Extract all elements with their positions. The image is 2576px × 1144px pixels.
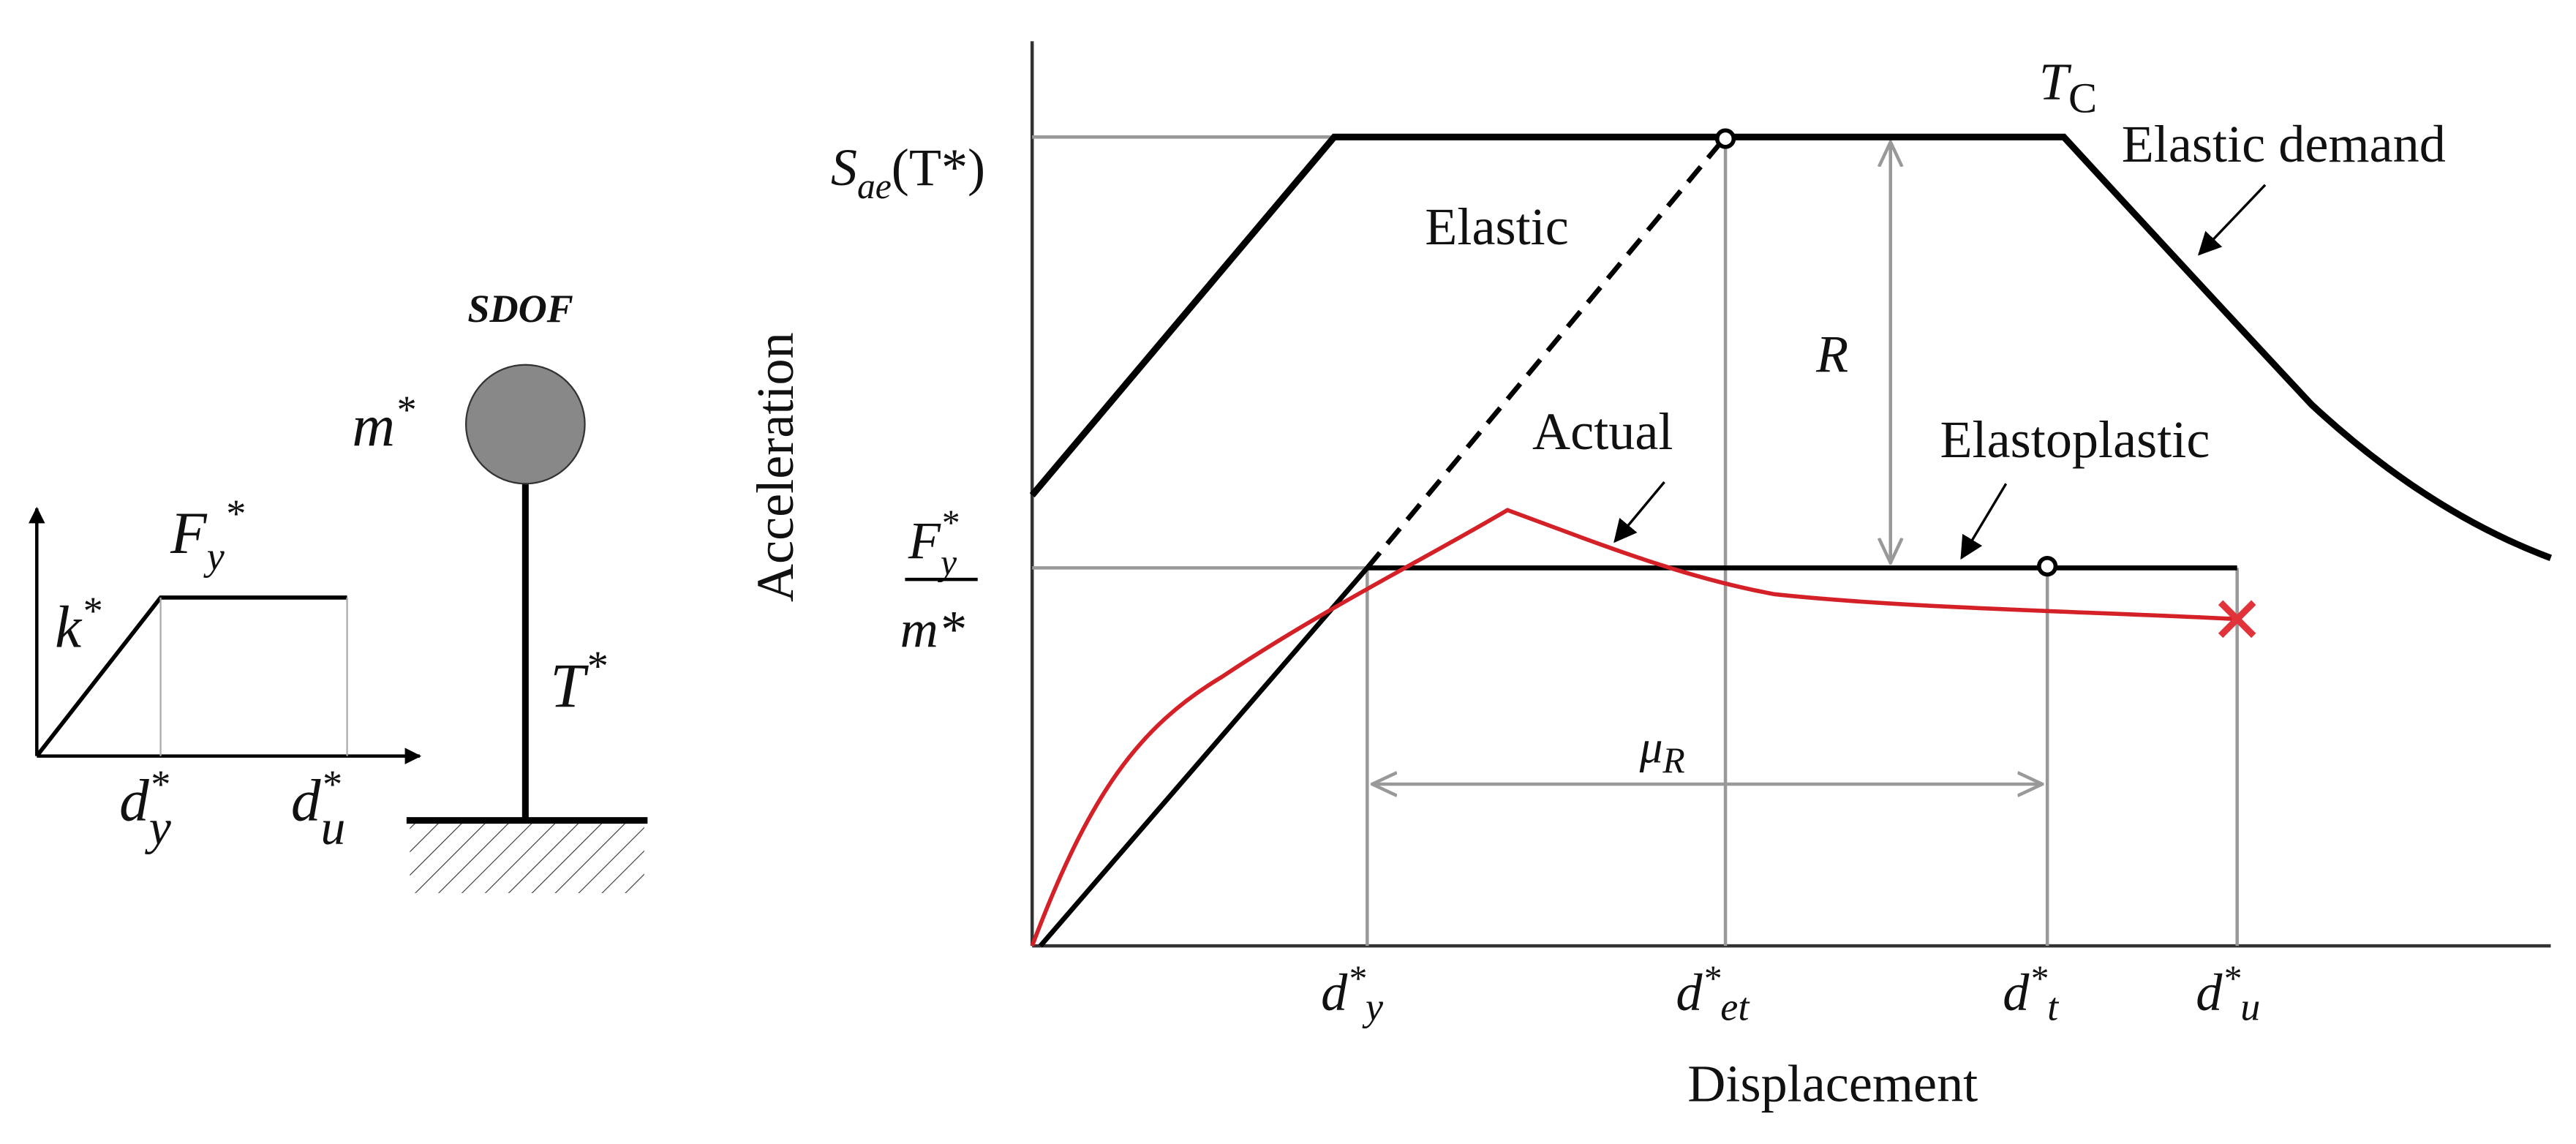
- x-label: d*y: [1321, 958, 1384, 1029]
- label-part: k: [55, 595, 83, 661]
- label-part: y: [145, 799, 172, 854]
- y-label: m*: [900, 601, 965, 659]
- label-part: m: [352, 393, 395, 459]
- label: R: [1815, 325, 1848, 383]
- bilinear-plot: k* Fy* d* y d* u: [29, 492, 422, 854]
- label-part: *: [2222, 958, 2240, 998]
- axis-title: Acceleration: [746, 332, 805, 602]
- label: m*: [352, 388, 415, 459]
- x-label: d*u: [2196, 958, 2260, 1029]
- label-part: *: [941, 503, 959, 543]
- label-part: μ: [1639, 722, 1663, 773]
- label-part: ae: [857, 166, 892, 206]
- label: d* u: [291, 762, 345, 854]
- label: Elastic demand: [2122, 115, 2446, 173]
- label-part: C: [2068, 74, 2097, 121]
- label: d* y: [119, 762, 172, 854]
- label-part: F: [908, 511, 941, 570]
- label-part: F: [170, 500, 208, 566]
- label: k*: [55, 589, 102, 661]
- label-part: y: [203, 535, 225, 579]
- x-label: d*et: [1676, 958, 1750, 1029]
- label: T*: [550, 642, 607, 720]
- label: Fy*: [170, 492, 245, 579]
- label-part: *: [81, 589, 102, 633]
- label-part: *: [1702, 958, 1720, 998]
- label-part: *: [149, 762, 170, 806]
- label: μR: [1639, 722, 1685, 781]
- x-label: d*t: [2003, 958, 2060, 1029]
- label-part: y: [937, 542, 957, 582]
- label-part: d: [2003, 963, 2030, 1022]
- label-part: d: [1676, 963, 1703, 1022]
- label-part: d: [291, 768, 321, 834]
- label-part: *: [2029, 958, 2047, 998]
- title: SDOF: [467, 287, 573, 331]
- label-part: *: [395, 388, 415, 432]
- label-part: (T*): [892, 138, 985, 197]
- label-part: T: [550, 651, 589, 720]
- label-part: S: [831, 138, 857, 197]
- label-part: y: [1362, 985, 1384, 1029]
- y-label: Fy*: [908, 503, 959, 582]
- label-part: R: [1662, 740, 1684, 780]
- label-part: T: [2039, 52, 2072, 110]
- label-part: d: [1321, 963, 1348, 1022]
- label-part: t: [2047, 985, 2060, 1029]
- label-part: et: [1720, 985, 1750, 1029]
- capacity-plot: Sae(T*) TC Elastic demand Elastic R Actu…: [746, 41, 2553, 1113]
- sdof-model: SDOF m* T*: [352, 287, 648, 893]
- label-part: *: [320, 762, 341, 806]
- label-part: *: [585, 642, 607, 690]
- axis-title: Displacement: [1687, 1054, 1978, 1113]
- label-part: d: [119, 768, 149, 834]
- label: Elastoplastic: [1940, 410, 2210, 469]
- label-part: d: [2196, 963, 2223, 1022]
- label-part: *: [1347, 958, 1366, 998]
- label: TC: [2039, 52, 2097, 121]
- label: Elastic: [1425, 197, 1568, 256]
- label-part: u: [320, 799, 345, 854]
- label-part: *: [225, 492, 245, 535]
- y-label: Sae(T*): [831, 138, 985, 206]
- label-part: u: [2240, 985, 2260, 1029]
- label: Actual: [1532, 402, 1673, 461]
